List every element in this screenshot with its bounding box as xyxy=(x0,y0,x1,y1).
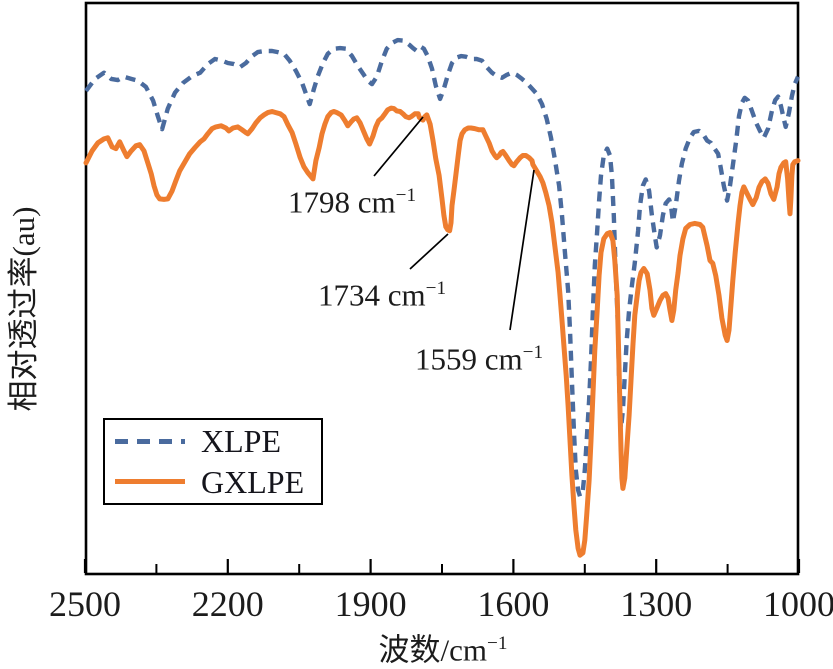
gxlpe-curve xyxy=(83,105,801,558)
x-axis-title-text: 波数/cm xyxy=(378,632,488,668)
x-tick-label-1900: 1900 xyxy=(334,584,407,624)
annotation-1734: 1734 cm−1 xyxy=(318,273,446,311)
plot-border xyxy=(84,1,800,576)
annotation-1734-unit: cm xyxy=(380,277,426,313)
legend-item-xlpe: XLPE xyxy=(105,422,321,460)
annotation-line-1734 xyxy=(409,233,449,270)
annotation-line-1798 xyxy=(373,116,424,177)
y-axis-title-text: 相对透过率(au) xyxy=(6,206,41,412)
annotation-1798: 1798 cm−1 xyxy=(288,180,416,218)
annotation-1559-value: 1559 xyxy=(415,341,477,377)
annotation-1798-sup: −1 xyxy=(395,185,417,206)
annotation-line-1559 xyxy=(509,169,535,331)
xlpe-dashed-line-swatch xyxy=(115,438,185,444)
gxlpe-solid-line-swatch xyxy=(115,479,185,485)
y-axis-title: 相对透过率(au) xyxy=(3,109,45,509)
legend-label-xlpe: XLPE xyxy=(201,423,281,460)
annotation-1734-sup: −1 xyxy=(425,278,447,299)
x-tick-label-1600: 1600 xyxy=(477,584,550,624)
x-axis-title-sup: −1 xyxy=(487,633,508,654)
annotation-1798-unit: cm xyxy=(350,184,396,220)
legend-item-gxlpe: GXLPE xyxy=(105,463,321,501)
annotation-1798-value: 1798 xyxy=(288,184,350,220)
x-axis-title: 波数/cm−1 xyxy=(293,624,593,668)
annotation-1559-unit: cm xyxy=(477,341,523,377)
legend-label-gxlpe: GXLPE xyxy=(201,463,305,500)
annotation-1734-value: 1734 xyxy=(318,277,380,313)
x-tick-label-1300: 1300 xyxy=(620,584,693,624)
x-tick-label-1000: 1000 xyxy=(763,584,833,624)
x-tick-label-2500: 2500 xyxy=(49,584,121,624)
annotation-1559-sup: −1 xyxy=(522,342,544,363)
annotation-1559: 1559 cm−1 xyxy=(415,337,543,375)
x-tick-label-2200: 2200 xyxy=(191,584,264,624)
legend: XLPE GXLPE xyxy=(103,418,323,505)
xlpe-curve xyxy=(84,37,801,499)
